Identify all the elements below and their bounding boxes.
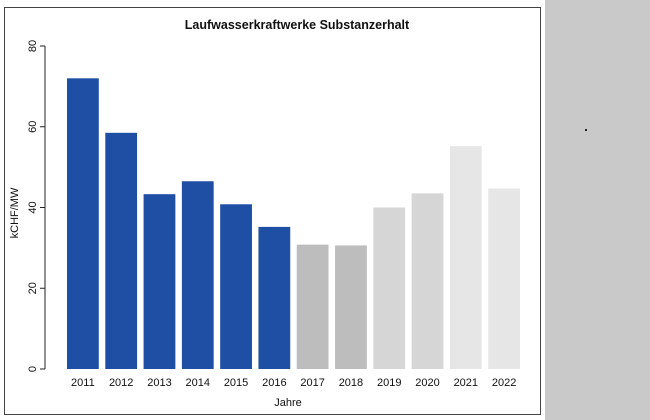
bar-chart: Laufwasserkraftwerke Substanzerhalt 0 20 4… xyxy=(9,18,520,409)
x-tick-label-2012: 2012 xyxy=(109,377,133,389)
x-axis-tick-labels: 2011 2012 2013 2014 2015 2016 2017 2018 2019 2020… xyxy=(71,377,516,389)
bar-2017 xyxy=(296,244,329,369)
x-tick-label-2021: 2021 xyxy=(454,377,478,389)
bars-group xyxy=(67,78,520,370)
bar-2016 xyxy=(258,226,291,369)
y-axis-tick-label: 0 xyxy=(27,366,39,372)
y-axis-tick-label: 80 xyxy=(27,40,39,52)
side-panel-mark xyxy=(585,129,587,131)
x-tick-label-2019: 2019 xyxy=(377,377,401,389)
bar-2012 xyxy=(105,132,138,369)
x-tick-label-2016: 2016 xyxy=(262,377,286,389)
bar-2018 xyxy=(335,245,367,369)
bar-2020 xyxy=(411,193,444,369)
x-tick-label-2018: 2018 xyxy=(339,377,363,389)
bar-2011 xyxy=(67,78,99,370)
x-tick-label-2011: 2011 xyxy=(71,377,95,389)
side-panel xyxy=(545,0,650,420)
chart-frame: Laufwasserkraftwerke Substanzerhalt 0 20 4… xyxy=(4,7,541,415)
y-axis-label: kCHF/MW xyxy=(9,187,21,238)
x-tick-label-2014: 2014 xyxy=(186,377,210,389)
x-tick-label-2022: 2022 xyxy=(492,377,516,389)
y-axis-tick-label: 60 xyxy=(27,121,39,133)
bar-2015 xyxy=(220,204,252,369)
x-tick-label-2013: 2013 xyxy=(147,377,171,389)
bar-2019 xyxy=(373,207,406,369)
x-tick-label-2015: 2015 xyxy=(224,377,248,389)
bar-2013 xyxy=(143,194,176,369)
bar-2021 xyxy=(449,146,482,369)
x-tick-label-2020: 2020 xyxy=(415,377,439,389)
y-axis-tick-label: 20 xyxy=(27,282,39,294)
x-axis-label: Jahre xyxy=(274,397,302,409)
bar-2014 xyxy=(181,181,214,369)
bar-2022 xyxy=(488,188,520,369)
y-axis-tick-label: 40 xyxy=(27,201,39,213)
x-tick-label-2017: 2017 xyxy=(300,377,324,389)
chart-title: Laufwasserkraftwerke Substanzerhalt xyxy=(185,18,410,32)
y-axis: 0 20 40 60 80 xyxy=(27,40,46,372)
